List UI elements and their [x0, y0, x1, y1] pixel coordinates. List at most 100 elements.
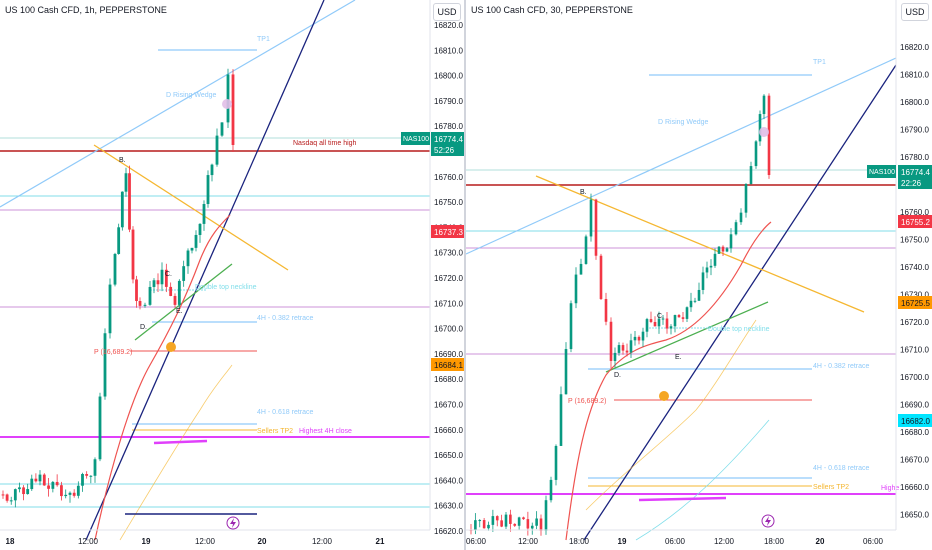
- time-tick-label: 18:00: [569, 537, 590, 546]
- price-tick-label: 16800.0: [434, 72, 463, 81]
- candle-body: [661, 318, 665, 320]
- candle-body: [164, 269, 168, 287]
- point-c-label: C.: [165, 271, 172, 278]
- candle-body: [554, 445, 558, 480]
- neckline-label: Double top neckline: [195, 284, 257, 291]
- candle-body: [599, 255, 603, 300]
- candle-body: [633, 336, 637, 341]
- price-tick-label: 16670.0: [900, 456, 929, 465]
- candle-body: [85, 474, 89, 476]
- candle-body: [68, 492, 72, 495]
- candle-body: [717, 246, 721, 254]
- candle-body: [98, 396, 102, 460]
- time-tick-label: 12:00: [312, 537, 333, 546]
- point-c-label: C.: [657, 313, 664, 320]
- retrace-618-label: 4H - 0.618 retrace: [257, 409, 314, 416]
- chart-canvas-30m[interactable]: TP1 D Rising Wedge B. C. D. E. Double to…: [466, 0, 932, 550]
- time-axis-30m[interactable]: 06:00 12:00 18:00 19 06:00 12:00 18:00 20 06:00: [466, 537, 884, 546]
- point-b-label: B.: [119, 157, 126, 164]
- price-tick-label: 16680.0: [434, 375, 463, 384]
- candle-body: [604, 299, 608, 322]
- time-tick-label: 12:00: [78, 537, 99, 546]
- trend-line[interactable]: [85, 0, 325, 541]
- time-tick-label: 20: [816, 537, 825, 546]
- candle-body: [517, 517, 521, 526]
- price-tick-label: 16710.0: [434, 299, 463, 308]
- candle-body: [762, 95, 766, 115]
- candle-body: [131, 229, 135, 280]
- candle-body: [482, 520, 486, 529]
- chart-pane-30m[interactable]: TP1 D Rising Wedge B. C. D. E. Double to…: [466, 0, 932, 550]
- price-tick-label: 16750.0: [900, 236, 929, 245]
- candle-body: [621, 345, 625, 351]
- current-price: 16774.4: [901, 168, 930, 177]
- price-tick-label: 16680.0: [900, 428, 929, 437]
- trend-line[interactable]: [583, 64, 897, 541]
- time-tick-label: 12:00: [518, 537, 539, 546]
- candle-body: [186, 250, 190, 267]
- price-axis-30m[interactable]: 16820.016810.016800.016790.016780.016770…: [900, 43, 929, 520]
- candle-body: [64, 494, 68, 497]
- svg-text:16725.5: 16725.5: [901, 299, 930, 308]
- time-tick-label: 12:00: [195, 537, 216, 546]
- retrace-618-label: 4H - 0.618 retrace: [813, 465, 870, 472]
- candle-body: [594, 199, 598, 256]
- chart-canvas-1h[interactable]: TP1 D Rising Wedge Nasdaq all time high …: [0, 0, 464, 550]
- candle-body: [152, 280, 156, 287]
- orange-level-badge: [431, 358, 464, 371]
- candle-body: [689, 300, 693, 308]
- currency-button[interactable]: USD: [433, 3, 461, 21]
- lightning-icon[interactable]: [226, 516, 240, 530]
- pivot-label: P (16,689.2): [568, 398, 606, 405]
- down-trendline[interactable]: [93, 144, 289, 271]
- price-tick-label: 16760.0: [900, 208, 929, 217]
- price-tick-label: 16620.0: [434, 527, 463, 536]
- pivot-marker[interactable]: [659, 391, 669, 401]
- wedge-upper-line[interactable]: [466, 57, 897, 255]
- candle-body: [215, 135, 219, 165]
- price-tick-label: 16690.0: [900, 401, 929, 410]
- candle-body: [9, 500, 13, 502]
- price-tick-label: 16660.0: [434, 426, 463, 435]
- symbol-badge: [401, 132, 430, 145]
- time-tick-label: 18: [6, 537, 15, 546]
- candle-body: [673, 315, 677, 327]
- retrace-382-label: 4H - 0.382 retrace: [257, 315, 314, 322]
- pivot-label: P (16,689.2): [94, 349, 132, 356]
- candle-body: [5, 494, 9, 501]
- candle-body: [18, 487, 21, 490]
- candle-body: [589, 199, 593, 237]
- candle-body: [744, 184, 748, 213]
- candle-body: [202, 204, 206, 224]
- rising-wedge-label: D Rising Wedge: [658, 119, 709, 126]
- candlesticks-30m[interactable]: [469, 93, 771, 536]
- lightning-icon[interactable]: [761, 514, 775, 528]
- time-axis-1h[interactable]: 18 12:00 19 12:00 20 12:00 21: [6, 537, 385, 546]
- candle-body: [649, 319, 653, 323]
- currency-button[interactable]: USD: [901, 3, 929, 21]
- candle-body: [51, 481, 55, 489]
- price-tick-label: 16700.0: [900, 373, 929, 382]
- candle-body: [625, 350, 629, 353]
- pivot-marker[interactable]: [166, 342, 176, 352]
- pane-divider[interactable]: [464, 0, 466, 550]
- svg-text:16684.1: 16684.1: [434, 361, 463, 370]
- candle-body: [767, 95, 771, 175]
- candle-body: [1, 494, 5, 496]
- price-tick-label: 16820.0: [900, 43, 929, 52]
- price-axis-1h[interactable]: 16820.016810.016800.016790.016780.016770…: [434, 21, 463, 536]
- sellers-tp2-label: Sellers TP2: [813, 484, 849, 491]
- rising-wedge-label: D Rising Wedge: [166, 92, 217, 99]
- point-e-label: E.: [176, 308, 183, 315]
- price-tick-label: 16790.0: [900, 126, 929, 135]
- highest-close-label: Highe: [881, 485, 899, 492]
- wedge-upper-line[interactable]: [0, 0, 356, 208]
- price-tick-label: 16640.0: [434, 476, 463, 485]
- candle-body: [609, 321, 613, 361]
- candle-body: [487, 524, 490, 529]
- candle-body: [657, 318, 661, 327]
- candle-body: [169, 286, 173, 296]
- orange-level-badge: [898, 296, 932, 309]
- chart-pane-1h[interactable]: TP1 D Rising Wedge Nasdaq all time high …: [0, 0, 464, 550]
- candlesticks-1h[interactable]: [1, 68, 235, 508]
